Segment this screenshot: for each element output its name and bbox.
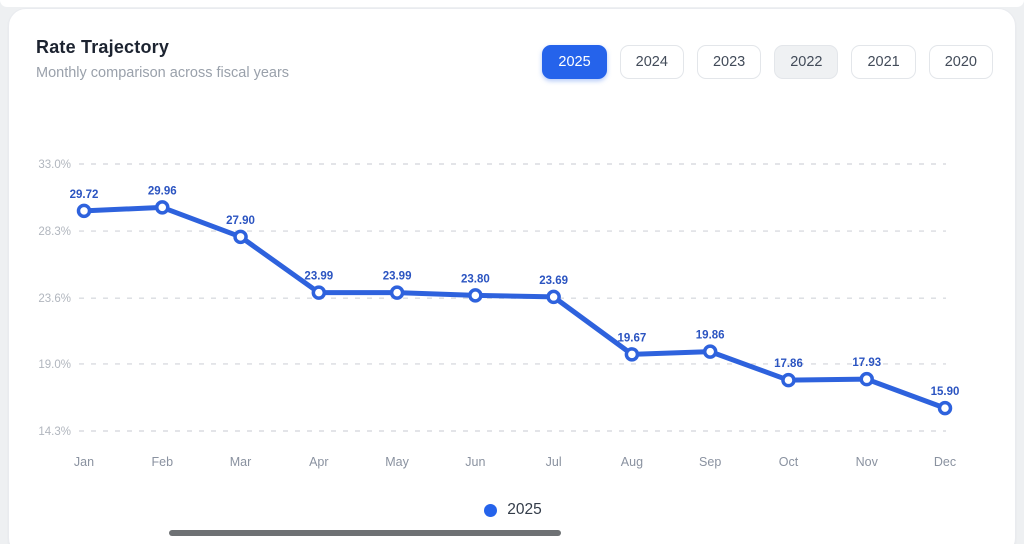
year-tab-2025[interactable]: 2025 [542,45,607,79]
year-tab-2023[interactable]: 2023 [696,45,762,79]
title-block: Rate Trajectory Monthly comparison acros… [36,37,289,81]
y-axis-tick-label: 28.3% [38,226,71,238]
data-point-marker[interactable] [311,285,327,300]
chart-legend: 2025 [9,499,1015,521]
legend-label: 2025 [507,501,542,518]
legend-dot-icon [484,503,498,517]
page-subtitle: Monthly comparison across fiscal years [36,65,290,81]
y-axis-tick-label: 33.0% [38,159,71,171]
data-point-marker[interactable] [859,371,874,387]
year-tab-2024[interactable]: 2024 [619,45,684,79]
rate-trajectory-card: Rate Trajectory Monthly comparison acros… [8,8,1016,544]
x-axis-tick-label: Jun [465,455,485,469]
data-point-marker[interactable] [389,285,405,300]
x-axis-tick-label: Sep [699,455,721,469]
data-point-marker[interactable] [937,400,953,416]
x-axis-tick-label: Nov [856,455,879,469]
data-point-label: 29.96 [148,185,177,197]
data-point-label: 27.90 [226,215,255,227]
x-axis-tick-label: May [385,455,409,469]
y-axis-tick-label: 23.6% [38,293,71,305]
data-point-marker[interactable] [702,344,718,359]
x-axis-tick-label: Oct [779,455,799,469]
horizontal-scrollbar-thumb[interactable] [169,530,561,536]
data-point-label: 23.99 [383,271,412,283]
x-axis-tick-label: Aug [621,455,643,469]
y-axis-tick-label: 19.0% [38,359,71,371]
data-point-label: 29.72 [70,189,99,201]
x-axis-tick-label: Apr [309,455,328,469]
year-tab-2020[interactable]: 2020 [928,45,993,79]
x-axis-tick-label: Mar [230,455,252,469]
data-point-label: 23.99 [304,271,333,283]
data-point-label: 17.86 [774,358,803,370]
data-point-label: 17.93 [852,357,881,369]
page-title: Rate Trajectory [36,37,170,57]
year-tab-2021[interactable]: 2021 [851,45,916,79]
data-point-marker[interactable] [468,288,483,303]
data-point-marker[interactable] [76,203,92,219]
year-tab-2022[interactable]: 2022 [774,45,839,79]
x-axis-tick-label: Feb [151,455,173,469]
line-chart[interactable]: 33.0% 28.3% 23.6% 19.0% 14.3% Jan Feb Mar Apr May… [9,9,1016,544]
data-point-label: 15.90 [931,386,960,398]
data-point-label: 19.86 [696,330,725,342]
x-axis-tick-label: Dec [934,455,956,469]
data-point-label: 19.67 [618,332,647,344]
data-point-marker[interactable] [233,229,248,245]
data-point-marker[interactable] [781,372,796,388]
data-point-marker[interactable] [624,347,640,362]
x-axis-tick-label: Jul [546,455,562,469]
x-axis-tick-label: Jan [74,455,94,469]
data-point-label: 23.80 [461,273,490,285]
y-axis-tick-label: 14.3% [38,426,71,438]
series-line-2025 [81,204,948,411]
data-point-label: 23.69 [539,275,568,287]
year-tab-group: 2025 2024 2023 2022 2021 2020 [542,45,993,79]
data-point-marker[interactable] [155,200,170,215]
card-header: Rate Trajectory Monthly comparison acros… [9,9,1015,109]
data-point-marker[interactable] [546,289,561,305]
previous-card-edge [0,0,1024,7]
